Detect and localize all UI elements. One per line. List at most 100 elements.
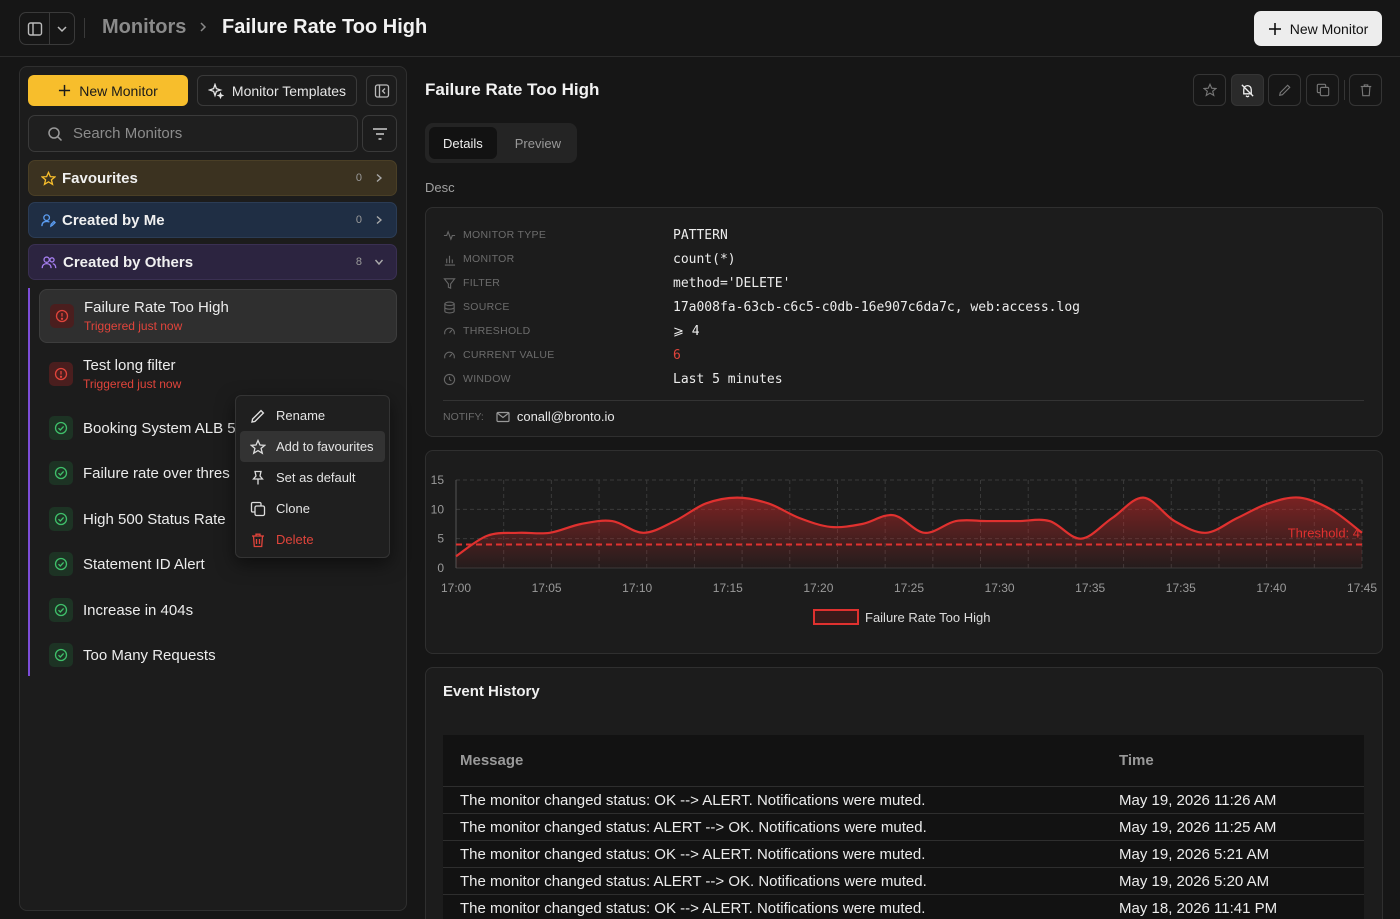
menu-item-delete[interactable]: Delete — [240, 524, 385, 555]
event-message: The monitor changed status: OK --> ALERT… — [460, 845, 926, 863]
search-box[interactable] — [28, 115, 358, 152]
top-bar — [0, 0, 1400, 57]
tab-preview[interactable]: Preview — [514, 135, 561, 151]
menu-item-label: Rename — [276, 408, 326, 423]
filter-button[interactable] — [362, 115, 397, 152]
menu-item-add-to-favourites[interactable]: Add to favourites — [240, 431, 385, 462]
trash-icon — [252, 533, 264, 547]
divider — [1344, 80, 1345, 100]
x-tick-label: 17:40 — [1256, 581, 1286, 595]
plus-icon — [59, 84, 71, 97]
monitor-item[interactable]: Increase in 404s — [39, 596, 397, 624]
monitor-templates-button[interactable]: Monitor Templates — [197, 75, 357, 106]
sidebar-new-monitor-button[interactable]: New Monitor — [28, 75, 188, 106]
monitor-templates-label: Monitor Templates — [231, 82, 347, 99]
menu-item-set-default[interactable]: Set as default — [240, 462, 385, 493]
table-row: The monitor changed status: ALERT --> OK… — [443, 868, 1364, 895]
ok-status-icon — [49, 598, 73, 622]
monitor-item[interactable]: Statement ID Alert — [39, 550, 397, 578]
menu-item-label: Add to favourites — [276, 439, 374, 454]
detail-key: MONITOR TYPE — [463, 229, 547, 241]
group-created-by-me[interactable]: Created by Me 0 — [28, 202, 397, 238]
group-label: Created by Me — [62, 211, 165, 229]
new-monitor-label: New Monitor — [1289, 20, 1369, 37]
new-monitor-button[interactable]: New Monitor — [1254, 11, 1382, 46]
detail-row: MONITOR TYPE PATTERN — [443, 223, 1363, 247]
detail-value: 17a008fa-63cb-c6c5-c0db-16e907c6da7c, we… — [673, 299, 1080, 315]
detail-key: FILTER — [463, 277, 501, 289]
group-count: 0 — [355, 214, 362, 226]
clone-button[interactable] — [1306, 74, 1339, 106]
detail-row: THRESHOLD ⩾ 4 — [443, 319, 1363, 343]
event-history-title: Event History — [443, 683, 540, 700]
monitor-status-text: Triggered just now — [84, 319, 183, 333]
x-tick-label: 17:35 — [1075, 581, 1105, 595]
sidebar-toggle[interactable] — [19, 12, 75, 45]
panel-collapse-icon — [374, 83, 389, 98]
delete-button[interactable] — [1349, 74, 1382, 106]
breadcrumb-root[interactable]: Monitors — [102, 16, 187, 38]
divider — [84, 18, 85, 38]
details-card — [425, 207, 1383, 437]
clock-icon — [443, 373, 456, 385]
menu-item-clone[interactable]: Clone — [240, 493, 385, 524]
monitor-item[interactable]: Booking System ALB 5 — [39, 414, 397, 442]
copy-icon — [250, 501, 266, 516]
event-message: The monitor changed status: OK --> ALERT… — [460, 899, 926, 917]
sidebar-new-monitor-label: New Monitor — [79, 82, 158, 99]
chevron-right-icon — [376, 173, 383, 183]
mute-button[interactable] — [1231, 74, 1264, 106]
tab-bar: Details Preview — [425, 123, 577, 163]
y-axis: 0 5 10 15 — [431, 473, 445, 575]
group-favourites[interactable]: Favourites 0 — [28, 160, 397, 196]
detail-row: WINDOW Last 5 minutes — [443, 367, 1363, 391]
detail-key: THRESHOLD — [463, 325, 531, 337]
detail-key: CURRENT VALUE — [463, 349, 555, 361]
context-menu: Rename Add to favourites Set as default … — [235, 395, 390, 558]
table-row: The monitor changed status: OK --> ALERT… — [443, 841, 1364, 868]
gauge-icon — [444, 351, 455, 358]
monitor-item[interactable]: Test long filter Triggered just now — [39, 350, 397, 398]
column-header-time: Time — [1119, 752, 1154, 769]
ok-status-icon — [49, 416, 73, 440]
edit-button[interactable] — [1268, 74, 1301, 106]
gauge-icon — [444, 327, 455, 334]
x-axis: 17:00 17:05 17:10 17:15 17:20 17:25 17:30 17:35… — [441, 581, 1377, 595]
monitor-item[interactable]: Too Many Requests — [39, 641, 397, 669]
menu-item-rename[interactable]: Rename — [240, 400, 385, 431]
filter-funnel-icon — [443, 277, 456, 289]
event-time: May 19, 2026 11:26 AM — [1119, 791, 1277, 809]
detail-row: MONITOR count(*) — [443, 247, 1363, 271]
monitor-item[interactable]: Failure rate over thres — [39, 459, 397, 487]
ok-status-icon — [49, 507, 73, 531]
monitor-item-selected[interactable]: Failure Rate Too High Triggered just now — [39, 289, 397, 343]
event-history-table: Message Time The monitor changed status:… — [443, 735, 1364, 919]
monitor-item[interactable]: High 500 Status Rate — [39, 505, 397, 533]
filter-icon — [372, 127, 387, 140]
detail-value: ⩾ 4 — [673, 323, 700, 339]
monitor-name: Failure rate over thres — [83, 464, 230, 482]
search-input[interactable] — [73, 125, 333, 142]
detail-key: MONITOR — [463, 253, 515, 265]
monitor-name: High 500 Status Rate — [83, 510, 226, 528]
event-message: The monitor changed status: ALERT --> OK… — [460, 872, 927, 890]
favourite-button[interactable] — [1193, 74, 1226, 106]
detail-key: WINDOW — [463, 373, 511, 385]
star-icon — [250, 438, 266, 455]
divider — [443, 400, 1364, 401]
chevron-right-icon — [196, 20, 210, 39]
group-created-by-others[interactable]: Created by Others 8 — [28, 244, 397, 280]
series-area — [456, 497, 1362, 568]
notify-recipient[interactable]: conall@bronto.io — [496, 409, 615, 424]
collapse-sidebar-button[interactable] — [366, 75, 397, 106]
tab-details[interactable]: Details — [429, 127, 497, 159]
monitor-name: Too Many Requests — [83, 646, 216, 664]
database-icon — [444, 301, 455, 313]
menu-item-label: Set as default — [276, 470, 356, 485]
sidebar-icon[interactable] — [20, 13, 49, 44]
table-header: Message Time — [443, 735, 1364, 787]
table-row: The monitor changed status: OK --> ALERT… — [443, 895, 1364, 919]
current-value: 6 — [673, 347, 681, 363]
chevron-down-icon[interactable] — [49, 13, 74, 44]
group-count: 8 — [355, 256, 362, 268]
